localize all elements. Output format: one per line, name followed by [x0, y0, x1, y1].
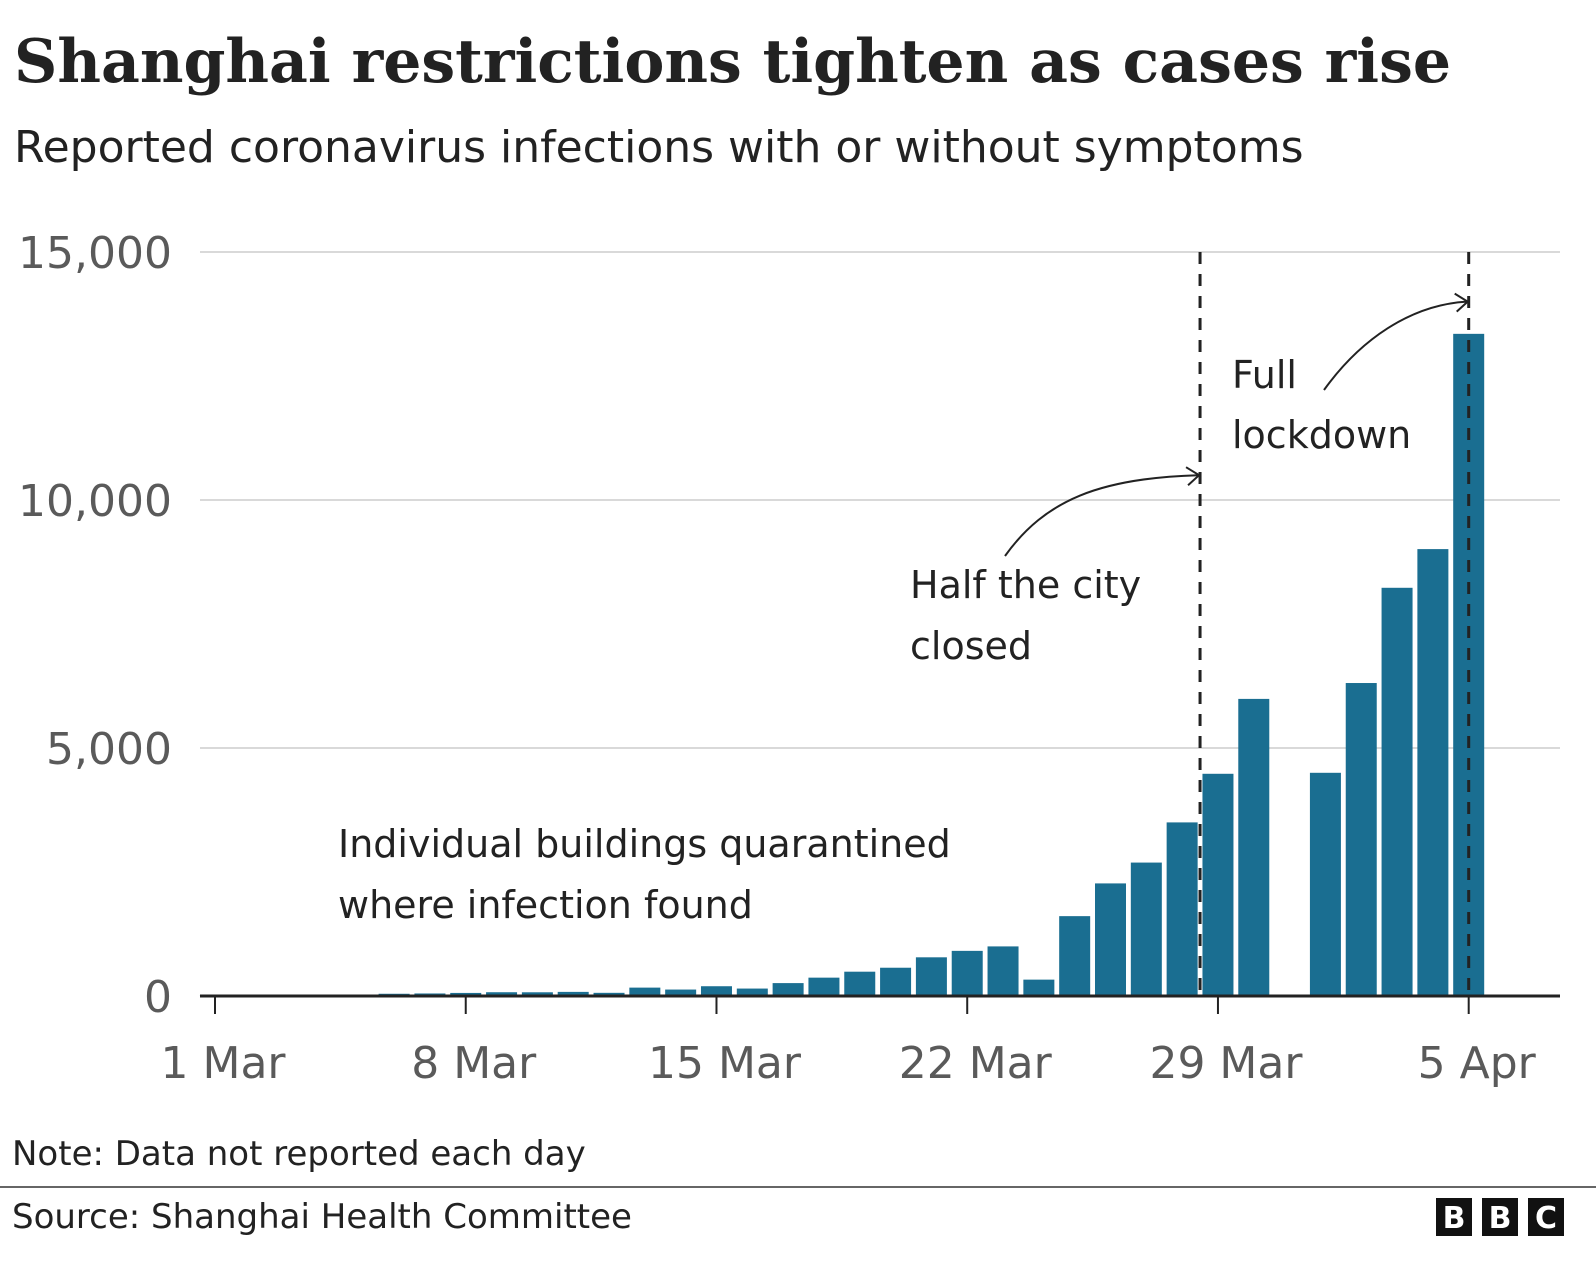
bar	[629, 987, 661, 996]
bar	[844, 971, 876, 996]
bar	[1345, 683, 1377, 996]
svg-text:closed: closed	[910, 624, 1032, 668]
svg-text:Individual buildings quarantin: Individual buildings quarantined	[338, 822, 951, 866]
bar	[1417, 549, 1449, 996]
svg-text:where infection found: where infection found	[338, 883, 753, 927]
bars	[199, 333, 1485, 997]
bar	[987, 946, 1019, 996]
bar	[808, 977, 840, 996]
bar	[736, 988, 768, 996]
bar	[1059, 916, 1091, 996]
bar	[1238, 698, 1270, 996]
bar	[1453, 333, 1485, 997]
bar	[915, 957, 947, 996]
bar	[1130, 862, 1162, 996]
annotation-full-lockdown: Full lockdown	[1232, 353, 1411, 457]
bar	[772, 983, 804, 996]
bar	[880, 967, 912, 996]
x-tick-label: 5 Apr	[1418, 1038, 1537, 1089]
x-axis: 1 Mar 8 Mar 15 Mar 22 Mar 29 Mar 5 Apr	[161, 994, 1560, 1089]
bbc-logo: B B C	[1436, 1198, 1564, 1236]
y-tick-label: 15,000	[18, 228, 172, 279]
svg-text:lockdown: lockdown	[1232, 413, 1411, 457]
annotation-buildings: Individual buildings quarantined where i…	[338, 822, 951, 927]
y-tick-label: 10,000	[18, 476, 172, 527]
event-arrowhead	[1185, 466, 1201, 486]
bar	[665, 989, 697, 996]
svg-text:B: B	[1489, 1201, 1512, 1236]
y-tick-label: 5,000	[46, 724, 172, 775]
bar	[1166, 822, 1198, 996]
svg-text:C: C	[1535, 1201, 1557, 1236]
x-tick-label: 8 Mar	[411, 1038, 537, 1089]
chart-subtitle: Reported coronavirus infections with or …	[14, 122, 1304, 173]
bar	[593, 992, 625, 996]
y-axis: 0 5,000 10,000 15,000	[18, 228, 172, 1023]
bar	[1309, 772, 1341, 996]
bar	[486, 992, 518, 996]
chart-source: Source: Shanghai Health Committee	[12, 1197, 632, 1237]
x-tick-label: 29 Mar	[1149, 1038, 1303, 1089]
y-tick-label: 0	[144, 972, 172, 1023]
event-arrow	[1323, 300, 1467, 391]
bar	[1381, 587, 1413, 996]
chart-title: Shanghai restrictions tighten as cases r…	[14, 27, 1451, 97]
bar	[1023, 979, 1055, 996]
svg-text:Full: Full	[1232, 353, 1297, 397]
chart-note: Note: Data not reported each day	[12, 1134, 586, 1174]
bar	[1202, 773, 1234, 996]
event-arrow	[1004, 474, 1199, 557]
event-arrowhead	[1454, 292, 1470, 313]
svg-text:Half the city: Half the city	[910, 563, 1141, 607]
svg-text:B: B	[1443, 1201, 1466, 1236]
bar	[521, 992, 553, 996]
x-tick-label: 1 Mar	[161, 1038, 287, 1089]
gridlines	[200, 251, 1560, 749]
bar	[450, 992, 482, 996]
annotation-half-city: Half the city closed	[910, 563, 1141, 668]
event-markers	[1004, 252, 1471, 996]
bar	[557, 991, 589, 996]
x-tick-label: 15 Mar	[648, 1038, 802, 1089]
bar	[1095, 883, 1126, 996]
bar	[700, 986, 732, 996]
bar	[951, 950, 983, 996]
x-tick-label: 22 Mar	[899, 1038, 1053, 1089]
